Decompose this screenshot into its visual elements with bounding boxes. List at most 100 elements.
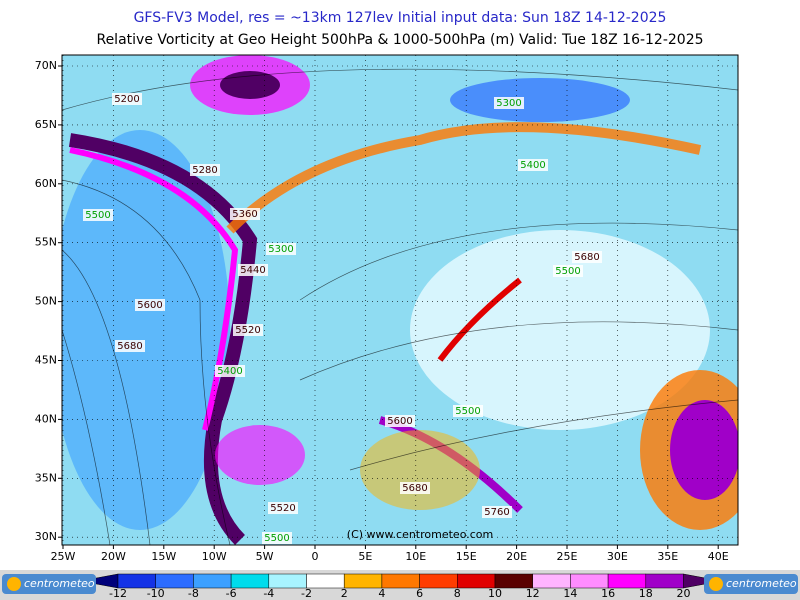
- lon-label: 15W: [151, 550, 176, 563]
- height-contour-label-box: [268, 502, 298, 514]
- lon-label: 35E: [657, 550, 678, 563]
- height-contour-label: 5680: [117, 341, 142, 352]
- lon-label: 20W: [101, 550, 126, 563]
- colorbar-box: [155, 573, 194, 589]
- thickness-contour-label-box: [262, 532, 292, 544]
- height-contour-label: 5760: [484, 507, 509, 518]
- lon-label: 15E: [456, 550, 477, 563]
- colorbar-box: [607, 573, 647, 589]
- lat-label: 30N: [35, 530, 57, 543]
- logo-icon: [709, 577, 723, 591]
- colorbar-arrow-high: [683, 573, 722, 589]
- lon-label: 5W: [256, 550, 274, 563]
- lon-label: 5E: [358, 550, 372, 563]
- lat-label: 65N: [35, 118, 57, 131]
- colorbar-box: [570, 573, 609, 589]
- height-contour-label-box: [115, 340, 145, 352]
- map-frame: [61, 54, 739, 546]
- lon-label: 25E: [557, 550, 578, 563]
- height-contour-label-box: [482, 506, 512, 518]
- height-contour-label-box: [400, 482, 430, 494]
- height-contour-label-box: [112, 93, 142, 105]
- colorbar-box: [230, 573, 270, 589]
- colorbar-tick-label: 8: [454, 587, 461, 600]
- lon-label: 0: [312, 550, 319, 563]
- lat-label: 50N: [35, 295, 57, 308]
- colorbar-box: [494, 573, 533, 589]
- thickness-contour-label: 5300: [496, 98, 521, 109]
- height-contour-label: 5440: [240, 265, 265, 276]
- height-contour-label: 5520: [235, 325, 260, 336]
- lat-label: 70N: [35, 59, 57, 72]
- logo-text: centrometeo: [726, 577, 797, 590]
- thickness-contour-label-box: [453, 405, 483, 417]
- logo-text: centrometeo: [24, 577, 95, 590]
- lon-label: 40E: [708, 550, 729, 563]
- map-field: [62, 55, 738, 545]
- colorbar-tick-label: 2: [341, 587, 348, 600]
- thickness-contour-label: 5500: [555, 266, 580, 277]
- lat-label: 55N: [35, 236, 57, 249]
- lon-label: 10E: [405, 550, 426, 563]
- logo-box: [704, 574, 798, 594]
- thickness-contour-label: 5500: [264, 533, 289, 544]
- watermark: (C) www.centrometeo.com: [347, 528, 493, 541]
- height-contour-label-box: [233, 324, 263, 336]
- colorbar-box: [532, 573, 571, 589]
- height-contour-label: 5200: [114, 94, 139, 105]
- colorbar-tick-label: 6: [416, 587, 423, 600]
- lon-label: 30E: [607, 550, 628, 563]
- logo-icon: [7, 577, 21, 591]
- thickness-contour-label: 5400: [520, 160, 545, 171]
- height-contour-label-box: [135, 299, 165, 311]
- thickness-contour-label: 5500: [85, 210, 110, 221]
- thickness-contour-label: 5300: [268, 244, 293, 255]
- colorbar-box: [419, 573, 458, 589]
- colorbar-tick-label: 12: [526, 587, 540, 600]
- thickness-contour-label-box: [83, 209, 113, 221]
- height-contour-label: 5280: [192, 165, 217, 176]
- thickness-contour-label: 5500: [455, 406, 480, 417]
- logo-box: [2, 574, 96, 594]
- header-line2: Relative Vorticity at Geo Height 500hPa …: [96, 32, 703, 48]
- lat-label: 35N: [35, 471, 57, 484]
- colorbar-tick-label: 16: [601, 587, 615, 600]
- colorbar-tick-label: -8: [188, 587, 199, 600]
- header-line1: GFS-FV3 Model, res = ~13km 127lev Initia…: [134, 10, 667, 26]
- thickness-contour-label-box: [494, 97, 524, 109]
- colorbar-tick-label: -4: [263, 587, 274, 600]
- thickness-contour-label: 5400: [217, 366, 242, 377]
- lon-label: 10W: [202, 550, 227, 563]
- colorbar-tick-label: 10: [488, 587, 502, 600]
- colorbar-tick-label: -12: [109, 587, 127, 600]
- height-contour-label-box: [238, 264, 268, 276]
- lat-label: 60N: [35, 177, 57, 190]
- height-contour-label: 5600: [387, 416, 412, 427]
- colorbar-tick-label: -2: [301, 587, 312, 600]
- thickness-contour-label-box: [518, 159, 548, 171]
- height-contour-label-box: [230, 208, 260, 220]
- height-contour-label: 5680: [402, 483, 427, 494]
- height-contour-label-box: [190, 164, 220, 176]
- colorbar-tick-label: -6: [226, 587, 237, 600]
- thickness-contour-label-box: [266, 243, 296, 255]
- colorbar-box: [381, 573, 420, 589]
- colorbar-tick-label: 14: [563, 587, 577, 600]
- colorbar-box: [193, 573, 232, 589]
- colorbar-tick-label: 4: [378, 587, 385, 600]
- lon-label: 25W: [51, 550, 76, 563]
- colorbar-box: [306, 573, 345, 589]
- colorbar-tick-label: 18: [639, 587, 653, 600]
- colorbar-box: [457, 573, 496, 589]
- thickness-contour-label-box: [553, 265, 583, 277]
- colorbar-tick-label: 20: [677, 587, 691, 600]
- lat-label: 45N: [35, 354, 57, 367]
- thickness-contour-label-box: [215, 365, 245, 377]
- height-contour-label: 5360: [232, 209, 257, 220]
- height-contour-label-box: [385, 415, 415, 427]
- colorbar-box: [117, 573, 156, 589]
- colorbar-tick-label: -10: [147, 587, 165, 600]
- height-contour-label: 5520: [270, 503, 295, 514]
